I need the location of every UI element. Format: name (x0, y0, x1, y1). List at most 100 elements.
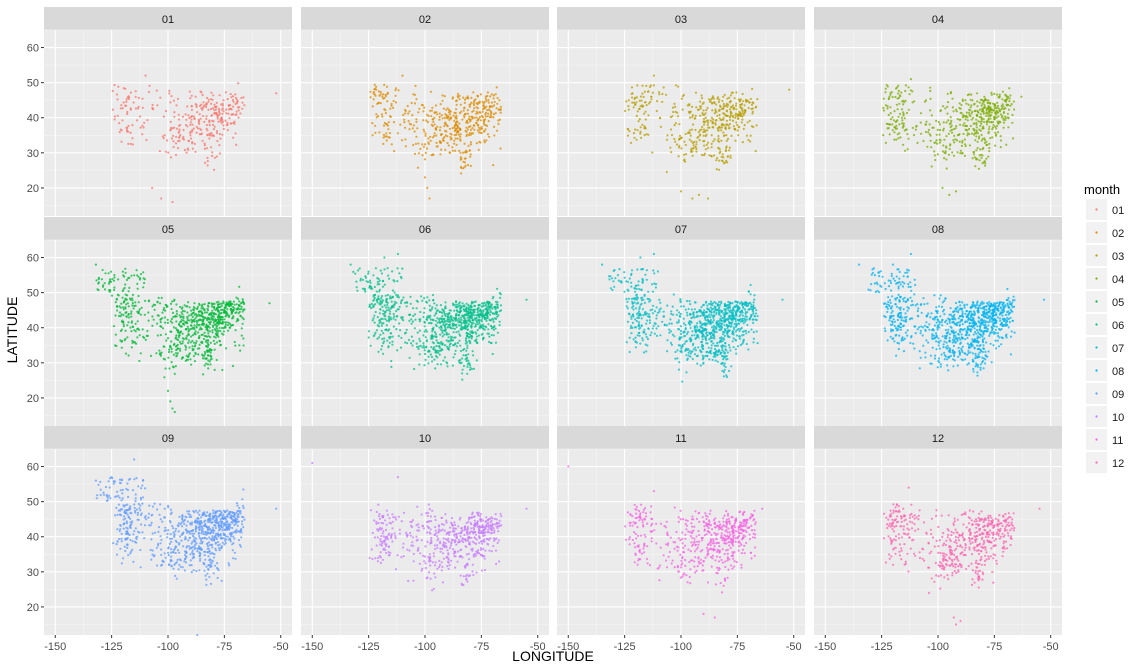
data-point (725, 119, 729, 122)
data-point (206, 304, 210, 307)
data-point (693, 334, 696, 337)
data-point (990, 121, 993, 124)
data-point (166, 139, 169, 142)
data-point (731, 114, 734, 117)
data-point (196, 323, 199, 326)
data-point (393, 315, 396, 318)
data-point (170, 347, 173, 350)
data-point (472, 367, 476, 370)
data-point (995, 116, 998, 119)
data-point (394, 89, 397, 92)
data-point (447, 336, 450, 339)
data-point (706, 129, 709, 132)
data-point (218, 302, 221, 305)
data-point (755, 330, 758, 333)
data-point (134, 90, 137, 93)
data-point (676, 115, 680, 118)
data-point (734, 104, 738, 107)
data-point (169, 320, 172, 323)
data-point (988, 150, 991, 153)
data-point (911, 101, 914, 104)
data-point (734, 116, 737, 119)
data-point (408, 356, 411, 359)
data-point (449, 325, 452, 328)
data-point (133, 274, 136, 277)
data-point (214, 108, 218, 111)
data-point (467, 144, 470, 147)
data-point (980, 104, 983, 107)
data-point (901, 122, 904, 125)
data-point (713, 347, 717, 351)
data-point (397, 334, 400, 338)
data-point (941, 105, 945, 108)
data-point (655, 109, 658, 113)
data-point (984, 164, 987, 167)
data-point (738, 315, 741, 318)
data-point (444, 113, 447, 116)
data-point (977, 167, 981, 170)
data-point (232, 316, 235, 319)
data-point (702, 128, 706, 131)
data-point (729, 301, 732, 305)
data-point (1008, 87, 1011, 90)
data-point (237, 304, 241, 307)
data-point (980, 120, 983, 123)
data-point (749, 283, 752, 287)
data-point (119, 107, 122, 110)
data-point (1002, 111, 1006, 114)
data-point (701, 335, 704, 338)
data-point (891, 129, 894, 132)
data-point (469, 334, 472, 337)
data-point (163, 134, 166, 137)
data-point (407, 338, 411, 342)
data-point (455, 121, 458, 124)
data-point (205, 123, 208, 127)
data-point (239, 112, 242, 115)
data-point (480, 131, 483, 134)
data-point (219, 120, 222, 123)
data-point (164, 321, 167, 324)
data-point (966, 132, 969, 135)
data-point (417, 347, 420, 350)
data-point (404, 138, 407, 141)
data-point (720, 320, 723, 323)
data-point (120, 129, 123, 132)
data-point (169, 302, 173, 305)
data-point (670, 312, 673, 316)
y-tick-label: 50 (27, 78, 39, 90)
data-point (673, 102, 676, 105)
data-point (496, 331, 499, 334)
data-point (159, 333, 162, 337)
data-point (732, 309, 735, 312)
data-point (745, 99, 748, 102)
data-point (731, 302, 734, 305)
data-point (136, 327, 139, 331)
data-point (428, 299, 431, 302)
data-point (719, 104, 722, 107)
data-point (1011, 137, 1015, 140)
data-point (691, 105, 694, 108)
data-point (391, 289, 395, 292)
data-point (689, 313, 692, 316)
data-point (136, 336, 139, 339)
data-point (494, 317, 498, 320)
data-point (398, 305, 401, 308)
data-point (750, 107, 753, 111)
data-point (888, 95, 891, 98)
data-point (736, 113, 739, 116)
data-point (438, 118, 441, 121)
data-point (198, 133, 201, 136)
data-point (915, 124, 918, 128)
data-point (696, 362, 699, 365)
data-point (924, 130, 928, 134)
data-point (115, 93, 119, 96)
data-point (400, 316, 403, 319)
data-point (396, 294, 400, 297)
data-point (891, 123, 894, 126)
data-point (197, 331, 200, 334)
data-point (396, 267, 399, 270)
data-point (479, 308, 482, 311)
data-point (988, 125, 991, 128)
data-point (949, 121, 953, 124)
data-point (649, 100, 652, 103)
